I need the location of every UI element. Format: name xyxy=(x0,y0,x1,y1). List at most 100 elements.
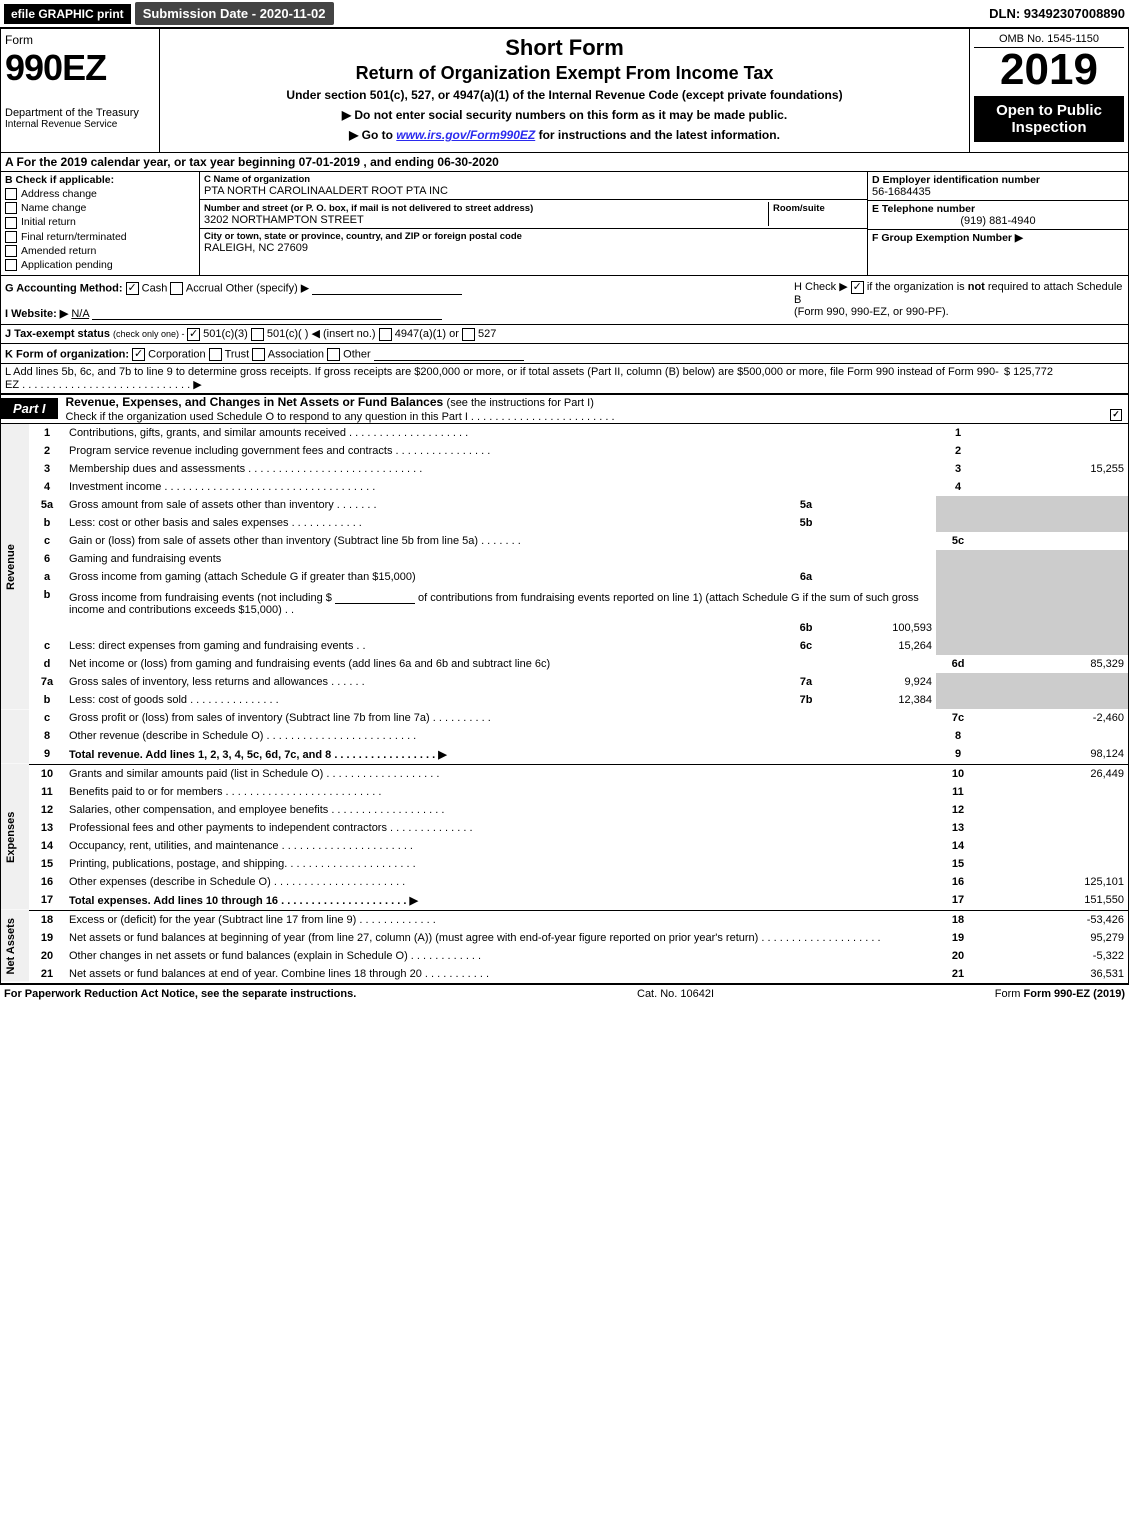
cb-501c[interactable] xyxy=(251,328,264,341)
line-4-val xyxy=(980,478,1128,496)
cb-amended-return[interactable] xyxy=(5,245,17,257)
line-18-val: -53,426 xyxy=(980,910,1128,929)
opt-501c: 501(c)( ) ◀ (insert no.) xyxy=(267,328,376,340)
right-info-col: D Employer identification number 56-1684… xyxy=(867,172,1128,275)
cb-schedule-b-not-required[interactable] xyxy=(851,281,864,294)
line-12-num: 12 xyxy=(29,801,65,819)
cat-number: Cat. No. 10642I xyxy=(637,988,714,1000)
cb-accrual[interactable] xyxy=(170,282,183,295)
line-5c-desc: Gain or (loss) from sale of assets other… xyxy=(65,532,936,550)
cb-application-pending[interactable] xyxy=(5,259,17,271)
line-19-num: 19 xyxy=(29,929,65,947)
line-9-val: 98,124 xyxy=(980,745,1128,765)
city-value: RALEIGH, NC 27609 xyxy=(204,242,863,254)
cb-cash[interactable] xyxy=(126,282,139,295)
website-value: N/A xyxy=(71,308,89,320)
grey-6b2-val xyxy=(980,619,1128,637)
line-6c-desc: Less: direct expenses from gaming and fu… xyxy=(65,637,784,655)
line-6a-desc: Gross income from gaming (attach Schedul… xyxy=(65,568,784,586)
line-7c-desc: Gross profit or (loss) from sales of inv… xyxy=(65,709,936,727)
line-11-desc: Benefits paid to or for members . . . . … xyxy=(65,783,936,801)
grey-5b-val xyxy=(980,514,1128,532)
cb-4947[interactable] xyxy=(379,328,392,341)
cb-501c3[interactable] xyxy=(187,328,200,341)
line-17-desc: Total expenses. Add lines 10 through 16 … xyxy=(65,891,936,911)
ein-label: D Employer identification number xyxy=(872,174,1040,186)
form-subtitle: Return of Organization Exempt From Incom… xyxy=(164,63,965,84)
k-other-input[interactable] xyxy=(374,346,524,361)
l6b-blank[interactable] xyxy=(335,589,415,604)
line-19-desc: Net assets or fund balances at beginning… xyxy=(65,929,936,947)
year-end: 06-30-2020 xyxy=(437,155,498,169)
other-specify-input[interactable] xyxy=(312,280,462,295)
grey-6b2 xyxy=(936,619,980,637)
cb-address-change[interactable] xyxy=(5,188,17,200)
line-20-num: 20 xyxy=(29,947,65,965)
line-6-num: 6 xyxy=(29,550,65,568)
line-11-num: 11 xyxy=(29,783,65,801)
part-1-check: Check if the organization used Schedule … xyxy=(66,411,615,423)
line-15-num: 15 xyxy=(29,855,65,873)
cb-other-org[interactable] xyxy=(327,348,340,361)
grey-5b xyxy=(936,514,980,532)
line-17-val: 151,550 xyxy=(980,891,1128,911)
line-8-desc: Other revenue (describe in Schedule O) .… xyxy=(65,727,936,745)
cb-527[interactable] xyxy=(462,328,475,341)
cb-final-return[interactable] xyxy=(5,231,17,243)
cb-initial-return[interactable] xyxy=(5,217,17,229)
phone-value: (919) 881-4940 xyxy=(872,215,1124,227)
line-7b-desc: Less: cost of goods sold . . . . . . . .… xyxy=(65,691,784,709)
cb-association[interactable] xyxy=(252,348,265,361)
k-assoc: Association xyxy=(268,348,324,360)
line-7a-mini: 7a xyxy=(784,673,828,691)
form-word: Form xyxy=(5,33,155,47)
line-8-box: 8 xyxy=(936,727,980,745)
form-id: Form Form 990-EZ (2019) xyxy=(995,988,1125,1000)
line-1-desc: Contributions, gifts, grants, and simila… xyxy=(65,424,936,442)
part-1-title-text: Revenue, Expenses, and Changes in Net As… xyxy=(66,395,447,409)
line-20-desc: Other changes in net assets or fund bala… xyxy=(65,947,936,965)
line-11-val xyxy=(980,783,1128,801)
line-5b-desc: Less: cost or other basis and sales expe… xyxy=(65,514,784,532)
line-2-desc: Program service revenue including govern… xyxy=(65,442,936,460)
line-13-desc: Professional fees and other payments to … xyxy=(65,819,936,837)
line-3-val: 15,255 xyxy=(980,460,1128,478)
goto-link[interactable]: www.irs.gov/Form990EZ xyxy=(396,128,535,142)
room-label: Room/suite xyxy=(773,203,825,214)
line-13-box: 13 xyxy=(936,819,980,837)
cb-initial-label: Initial return xyxy=(21,216,76,228)
line-3-desc: Membership dues and assessments . . . . … xyxy=(65,460,936,478)
cb-corporation[interactable] xyxy=(132,348,145,361)
cb-name-label: Name change xyxy=(21,202,86,214)
cb-name-change[interactable] xyxy=(5,202,17,214)
box-b: B Check if applicable: Address change Na… xyxy=(1,172,200,275)
tax-year: 2019 xyxy=(974,48,1124,92)
line-14-desc: Occupancy, rent, utilities, and maintena… xyxy=(65,837,936,855)
line-9-num: 9 xyxy=(29,745,65,765)
line-13-val xyxy=(980,819,1128,837)
grey-6 xyxy=(936,550,980,568)
line-5a-desc: Gross amount from sale of assets other t… xyxy=(65,496,784,514)
line-21-box: 21 xyxy=(936,965,980,983)
line-2-num: 2 xyxy=(29,442,65,460)
website-label: I Website: ▶ xyxy=(5,308,68,320)
line-7c-val: -2,460 xyxy=(980,709,1128,727)
l9-bold: Total revenue. Add lines 1, 2, 3, 4, 5c,… xyxy=(69,749,447,761)
cb-trust[interactable] xyxy=(209,348,222,361)
efile-print-button[interactable]: efile GRAPHIC print xyxy=(4,4,131,24)
line-6a-num: a xyxy=(29,568,65,586)
year-mid: , and ending xyxy=(360,155,437,169)
box-l: L Add lines 5b, 6c, and 7b to line 9 to … xyxy=(1,364,1128,394)
cb-address-label: Address change xyxy=(21,188,97,200)
info-block: B Check if applicable: Address change Na… xyxy=(1,172,1128,276)
h-not: not xyxy=(968,281,985,293)
line-5c-num: c xyxy=(29,532,65,550)
h-text4: (Form 990, 990-EZ, or 990-PF). xyxy=(794,306,949,318)
line-17-num: 17 xyxy=(29,891,65,911)
form-header: Form 990EZ Department of the Treasury In… xyxy=(1,29,1128,153)
street-label: Number and street (or P. O. box, if mail… xyxy=(204,203,533,214)
netassets-side-label: Net Assets xyxy=(1,910,29,983)
line-9-box: 9 xyxy=(936,745,980,765)
cb-schedule-o-used[interactable] xyxy=(1110,409,1122,421)
l-text: L Add lines 5b, 6c, and 7b to line 9 to … xyxy=(5,366,1004,391)
